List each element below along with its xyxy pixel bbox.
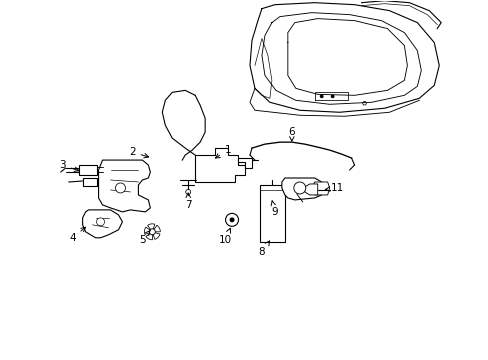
- Polygon shape: [304, 184, 317, 195]
- Polygon shape: [82, 178, 96, 186]
- Text: 6: 6: [288, 127, 295, 141]
- Wedge shape: [147, 224, 155, 232]
- Wedge shape: [152, 232, 160, 239]
- Circle shape: [96, 218, 104, 226]
- Circle shape: [320, 95, 322, 98]
- Wedge shape: [152, 225, 160, 232]
- Wedge shape: [144, 227, 152, 234]
- Circle shape: [331, 95, 333, 98]
- Polygon shape: [238, 158, 251, 168]
- Text: 9: 9: [270, 201, 278, 217]
- Circle shape: [185, 189, 190, 194]
- Polygon shape: [79, 165, 96, 175]
- Text: 4: 4: [69, 227, 85, 243]
- Text: 7: 7: [184, 193, 191, 210]
- Text: 10: 10: [218, 228, 231, 245]
- Circle shape: [149, 229, 155, 235]
- Text: 11: 11: [325, 183, 344, 193]
- Circle shape: [115, 183, 125, 193]
- Circle shape: [229, 217, 234, 222]
- Polygon shape: [281, 178, 324, 200]
- Polygon shape: [311, 182, 329, 195]
- Circle shape: [225, 213, 238, 226]
- Polygon shape: [260, 185, 285, 242]
- Text: 8: 8: [258, 241, 269, 257]
- Text: 2: 2: [129, 147, 148, 158]
- Polygon shape: [99, 160, 150, 212]
- Polygon shape: [82, 210, 122, 238]
- Circle shape: [293, 182, 305, 194]
- Wedge shape: [145, 232, 152, 240]
- Text: 5: 5: [139, 230, 150, 245]
- Text: 1: 1: [215, 145, 231, 158]
- Polygon shape: [195, 148, 244, 182]
- Text: 3: 3: [59, 160, 79, 171]
